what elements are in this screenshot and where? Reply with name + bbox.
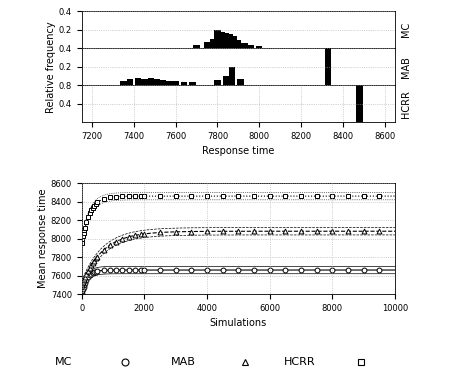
Bar	[166, 81, 173, 85]
Bar	[204, 42, 210, 48]
X-axis label: Simulations: Simulations	[210, 318, 267, 328]
Bar	[256, 46, 262, 48]
Bar	[181, 81, 187, 85]
Bar	[227, 34, 233, 48]
X-axis label: Response time: Response time	[202, 147, 275, 156]
Bar	[248, 44, 254, 48]
Bar	[189, 83, 196, 85]
Bar	[218, 32, 225, 48]
Bar	[127, 79, 133, 85]
Bar	[242, 43, 248, 48]
Y-axis label: Mean response time: Mean response time	[38, 189, 48, 288]
Text: MC: MC	[55, 357, 72, 367]
Text: MAB: MAB	[171, 357, 196, 367]
Bar	[214, 80, 221, 85]
Bar	[173, 81, 179, 85]
Bar	[193, 44, 200, 48]
Bar	[135, 78, 141, 85]
Bar	[120, 81, 127, 85]
Text: HCRR: HCRR	[284, 357, 316, 367]
Bar	[214, 30, 221, 48]
Bar	[223, 76, 229, 85]
Bar	[237, 79, 244, 85]
Y-axis label: Relative frequency: Relative frequency	[46, 21, 56, 113]
Text: MC: MC	[401, 22, 411, 37]
Bar	[148, 78, 154, 85]
Bar	[235, 40, 242, 48]
Bar	[325, 44, 331, 85]
Bar	[229, 67, 235, 85]
Text: HCRR: HCRR	[401, 90, 411, 118]
Bar	[154, 79, 160, 85]
Bar	[231, 36, 237, 48]
Bar	[223, 34, 229, 48]
Bar	[356, 83, 363, 122]
Bar	[141, 79, 148, 85]
Bar	[210, 39, 217, 48]
Bar	[160, 80, 166, 85]
Text: MAB: MAB	[401, 56, 411, 78]
